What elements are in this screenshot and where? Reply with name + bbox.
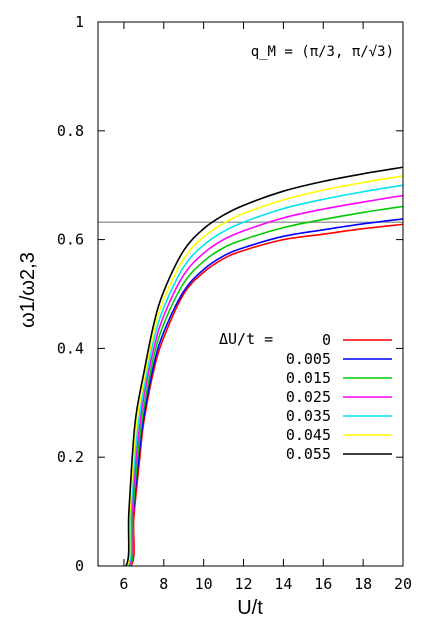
plot-frame (97, 21, 404, 567)
legend-label: 0.015 (286, 369, 331, 387)
y-axis: 0 0.2 0.4 0.6 0.8 1 (57, 13, 403, 575)
x-axis: 6 8 10 12 14 16 18 20 (119, 22, 412, 593)
y-tick-label: 0.4 (57, 339, 84, 357)
x-tick-label: 14 (274, 575, 292, 593)
series-group (98, 166, 403, 566)
x-axis-label: U/t (237, 597, 263, 619)
series-line-0.055 (98, 166, 403, 566)
legend-title: ΔU/t = (219, 330, 273, 348)
series-line-0.045 (98, 175, 403, 566)
legend-label: 0.035 (286, 407, 331, 425)
x-tick-label: 12 (234, 575, 252, 593)
series-line-0 (98, 223, 403, 566)
annotation-qm: q_M = (π/3, π/√3) (251, 44, 394, 60)
series-line-0.035 (98, 184, 403, 566)
y-tick-label: 0 (75, 557, 84, 575)
legend-label: 0 (322, 331, 331, 349)
x-tick-label: 6 (119, 575, 128, 593)
legend-label: 0.045 (286, 426, 331, 444)
series-line-0.015 (98, 205, 403, 566)
x-tick-label: 16 (314, 575, 332, 593)
legend-label: 0.005 (286, 350, 331, 368)
x-tick-label: 18 (354, 575, 372, 593)
series-line-0.025 (98, 194, 403, 566)
legend-label: 0.025 (286, 388, 331, 406)
x-tick-label: 20 (394, 575, 412, 593)
y-tick-label: 0.8 (57, 122, 84, 140)
x-tick-label: 10 (195, 575, 213, 593)
legend-label: 0.055 (286, 445, 331, 463)
y-tick-label: 0.6 (57, 231, 84, 249)
y-axis-label: ω1/ω2,3 (17, 252, 39, 328)
x-tick-label: 8 (159, 575, 168, 593)
y-tick-label: 0.2 (57, 448, 84, 466)
y-tick-label: 1 (75, 13, 84, 31)
